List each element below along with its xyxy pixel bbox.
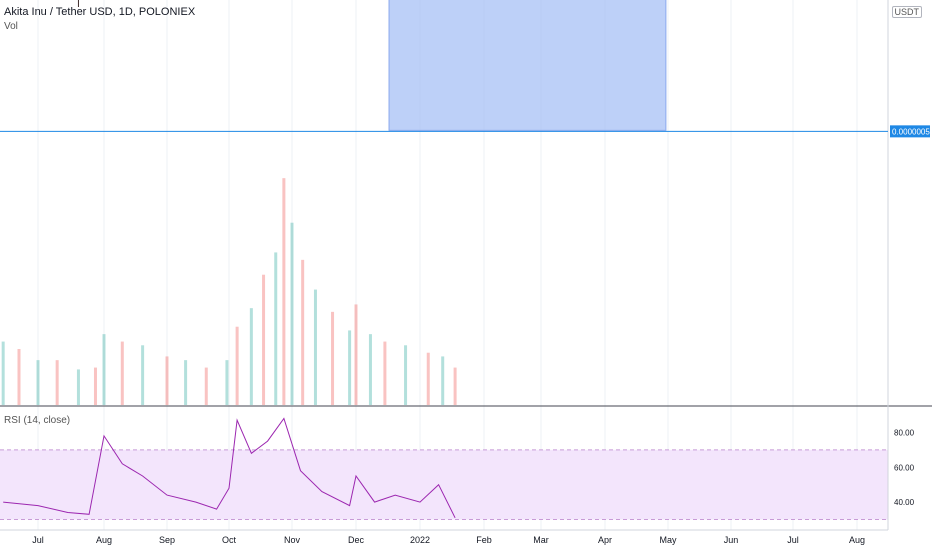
volume-bar bbox=[404, 345, 408, 405]
time-tick-label: Jul bbox=[32, 535, 44, 545]
time-tick-label: Sep bbox=[159, 535, 175, 545]
volume-bar bbox=[225, 360, 229, 405]
time-tick-label: Dec bbox=[348, 535, 365, 545]
support-zone bbox=[388, 0, 667, 131]
volume-bar bbox=[36, 360, 40, 405]
zone-level-tag: 0.00000052 bbox=[892, 127, 932, 136]
time-tick-label: 2022 bbox=[410, 535, 430, 545]
volume-bar bbox=[426, 352, 430, 405]
volume-bar bbox=[1, 341, 5, 405]
volume-bar bbox=[76, 369, 80, 405]
volume-bar bbox=[383, 341, 387, 405]
time-tick-label: Jun bbox=[724, 535, 739, 545]
volume-bar bbox=[184, 360, 188, 405]
volume-bar bbox=[313, 289, 317, 405]
chart-title: Akita Inu / Tether USD, 1D, POLONIEX bbox=[4, 6, 196, 18]
volume-bar bbox=[348, 330, 352, 405]
rsi-tick-label: 40.00 bbox=[894, 498, 915, 507]
volume-bar bbox=[453, 367, 457, 405]
volume-bar bbox=[249, 308, 253, 405]
time-tick-label: Nov bbox=[284, 535, 301, 545]
time-tick-label: Mar bbox=[533, 535, 549, 545]
volume-bar bbox=[331, 311, 335, 405]
zone-level-tag-bg bbox=[890, 125, 930, 138]
volume-bar bbox=[354, 304, 358, 405]
rsi-label: RSI (14, close) bbox=[4, 415, 71, 426]
time-tick-label: May bbox=[659, 535, 677, 545]
volume-bar bbox=[120, 341, 124, 405]
volume-label: Vol bbox=[4, 21, 18, 32]
volume-bar bbox=[55, 360, 59, 405]
time-tick-label: Oct bbox=[222, 535, 237, 545]
volume-bar bbox=[290, 222, 294, 405]
volume-bar bbox=[204, 367, 208, 405]
volume-bar bbox=[165, 356, 169, 405]
rsi-band bbox=[0, 449, 888, 520]
volume-bar bbox=[262, 274, 266, 405]
volume-bar bbox=[282, 178, 286, 405]
rsi-tick-label: 60.00 bbox=[894, 463, 915, 472]
rsi-tick-label: 80.00 bbox=[894, 428, 915, 437]
currency-badge[interactable]: USDT bbox=[891, 6, 922, 18]
volume-bar bbox=[102, 334, 106, 405]
volume-bar bbox=[441, 356, 445, 405]
volume-bar bbox=[274, 252, 278, 405]
volume-bar bbox=[368, 334, 372, 405]
time-tick-label: Aug bbox=[96, 535, 112, 545]
volume-bar bbox=[301, 259, 305, 405]
volume-bar bbox=[235, 326, 239, 405]
time-tick-label: Jul bbox=[787, 535, 799, 545]
volume-bar bbox=[17, 349, 21, 405]
time-tick-label: Apr bbox=[598, 535, 612, 545]
time-tick-label: Feb bbox=[476, 535, 492, 545]
volume-bar bbox=[93, 367, 97, 405]
volume-bar bbox=[141, 345, 145, 405]
rsi-line bbox=[3, 417, 456, 519]
time-tick-label: Aug bbox=[849, 535, 865, 545]
